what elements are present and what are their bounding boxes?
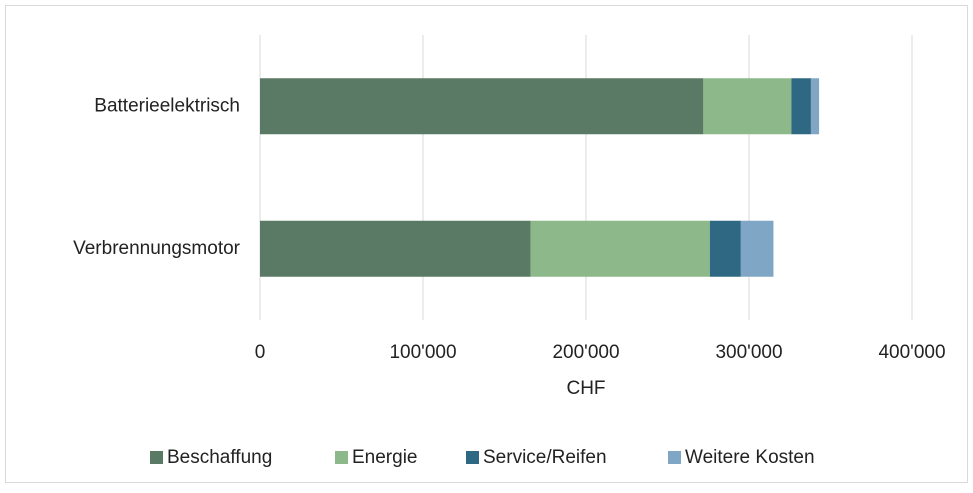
y-tick-label: Verbrennungsmotor (73, 238, 241, 259)
legend-swatch (668, 451, 681, 464)
bar-segment (810, 78, 820, 135)
bar-segment (703, 78, 792, 135)
legend-swatch (466, 451, 479, 464)
bar-segment (791, 78, 811, 135)
x-tick-label: 200'000 (552, 342, 619, 363)
bar-segment (709, 220, 741, 277)
x-tick-label: 400'000 (878, 342, 945, 363)
x-tick-label: 0 (255, 342, 266, 363)
legend-label: Energie (352, 447, 418, 468)
legend-swatch (335, 451, 348, 464)
x-axis-label: CHF (566, 378, 605, 399)
legend-label: Beschaffung (167, 447, 272, 468)
x-tick-label: 100'000 (389, 342, 456, 363)
legend-label: Service/Reifen (483, 447, 607, 468)
x-tick-label: 300'000 (715, 342, 782, 363)
bar-segment (260, 220, 531, 277)
legend-swatch (150, 451, 163, 464)
y-tick-label: Batterieelektrisch (94, 95, 240, 116)
bar-segment (740, 220, 774, 277)
legend-label: Weitere Kosten (685, 447, 815, 468)
bar-segment (530, 220, 710, 277)
bar-segment (260, 78, 704, 135)
